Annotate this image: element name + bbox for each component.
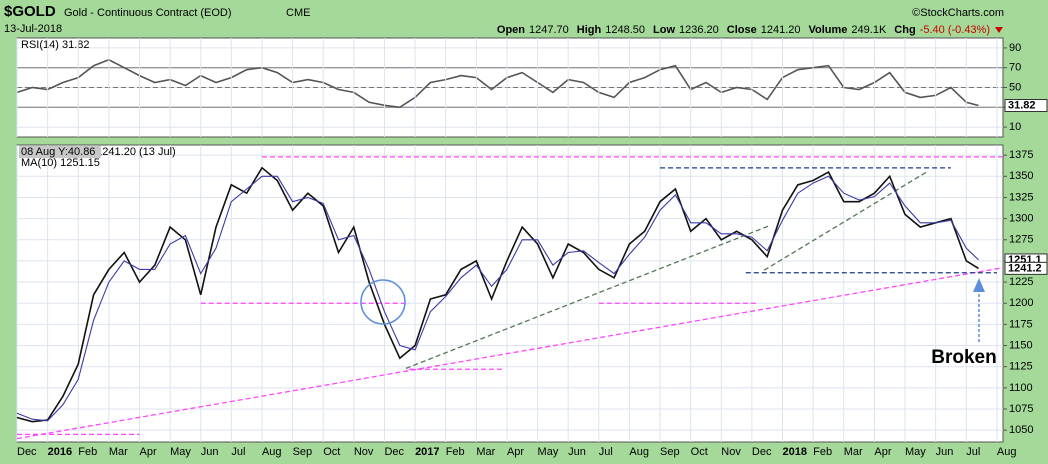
stat-value: 1248.50	[605, 24, 645, 36]
y-tick-label: 1050	[1009, 424, 1033, 436]
last-value-box	[1004, 261, 1048, 275]
x-tick-label: Oct	[691, 446, 708, 458]
x-tick-label: May	[905, 446, 926, 458]
x-tick-label: Dec	[752, 446, 772, 458]
x-tick-label: Dec	[384, 446, 404, 458]
symbol: $GOLD	[4, 3, 56, 20]
x-tick-label: Feb	[446, 446, 465, 458]
exchange: CME	[286, 7, 310, 19]
x-tick-label: Sep	[660, 446, 680, 458]
stat-value: 1247.70	[529, 24, 569, 36]
x-tick-label: Oct	[323, 446, 340, 458]
y-tick-label: 1275	[1009, 234, 1033, 246]
y-tick-label: 1150	[1009, 339, 1033, 351]
series-line	[16, 175, 979, 422]
x-tick-label: Jul	[599, 446, 613, 458]
stats: Open 1247.70 High 1248.50 Low 1236.20 Close 124…	[497, 24, 990, 36]
x-tick-label: May	[538, 446, 559, 458]
x-tick-label: Feb	[78, 446, 97, 458]
x-tick-label: Dec	[17, 446, 37, 458]
y-tick-label: 1300	[1009, 213, 1033, 225]
y-tick-label: 90	[1009, 42, 1021, 54]
x-tick-label: 2016	[48, 446, 72, 458]
x-tick-label: Aug	[262, 446, 282, 458]
y-tick-label: 50	[1009, 81, 1021, 93]
x-tick-label: Mar	[844, 446, 863, 458]
x-tick-label: Jul	[966, 446, 980, 458]
y-tick-label: 1175	[1009, 318, 1033, 330]
annotation-line	[16, 267, 1004, 440]
last-value-box	[1004, 98, 1048, 112]
tooltip-box	[19, 146, 101, 158]
last-value-label: 1241.2	[1008, 262, 1042, 274]
x-tick-label: Jun	[936, 446, 954, 458]
x-tick-label: 2017	[415, 446, 439, 458]
series-line	[16, 166, 979, 423]
stat-label: Open	[497, 24, 525, 36]
x-tick-label: 2018	[783, 446, 807, 458]
y-tick-label: 1200	[1009, 297, 1033, 309]
x-tick-label: Mar	[109, 446, 128, 458]
y-tick-label: 1325	[1009, 191, 1033, 203]
legend-entry: MA(10) 1251.15	[21, 157, 100, 169]
x-tick-label: Nov	[721, 446, 741, 458]
stat-value: 1236.20	[679, 24, 719, 36]
panel	[16, 144, 1004, 443]
x-tick-label: Apr	[507, 446, 524, 458]
x-tick-label: Jun	[201, 446, 219, 458]
stat-value: 249.1K	[851, 24, 887, 36]
x-tick-label: Mar	[476, 446, 495, 458]
x-tick-label: Apr	[139, 446, 156, 458]
x-tick-label: Feb	[813, 446, 832, 458]
stat-label: Close	[727, 24, 757, 36]
series-line	[16, 58, 979, 109]
stat-label: Low	[653, 24, 675, 36]
y-tick-label: 10	[1009, 121, 1021, 133]
x-tick-label: Aug	[997, 446, 1017, 458]
y-tick-label: 1350	[1009, 170, 1033, 182]
arrow-head	[973, 278, 985, 292]
stat-label: Chg	[894, 24, 915, 36]
highlight-circle	[360, 279, 406, 325]
x-tick-label: Jun	[568, 446, 586, 458]
stat-value: 1241.20	[761, 24, 801, 36]
tooltip: 08 Aug Y:40.86	[21, 146, 95, 158]
stat-label: High	[577, 24, 602, 36]
y-tick-label: 1225	[1009, 276, 1033, 288]
y-tick-label: 1100	[1009, 382, 1033, 394]
x-tick-label: Sep	[293, 446, 313, 458]
down-arrow	[995, 27, 1003, 33]
x-tick-label: May	[170, 446, 191, 458]
y-tick-label: 1125	[1009, 361, 1033, 373]
x-tick-label: Jul	[231, 446, 245, 458]
y-tick-label: 1375	[1009, 149, 1033, 161]
last-value-label: 31.82	[1008, 99, 1036, 111]
source: ©StockCharts.com	[912, 7, 1004, 19]
instrument-name: Gold - Continuous Contract (EOD)	[64, 7, 232, 19]
annotation-line	[405, 224, 771, 369]
annotation: Broken	[931, 347, 996, 368]
stat-label: Volume	[809, 24, 848, 36]
x-tick-label: Apr	[874, 446, 891, 458]
x-tick-label: Aug	[629, 446, 649, 458]
legend-entry: RSI(14) 31.82	[21, 39, 89, 51]
stat-value: -5.40 (-0.43%)	[920, 24, 990, 36]
date: 13-Jul-2018	[4, 23, 62, 35]
y-tick-label: 70	[1009, 62, 1021, 74]
y-tick-label: 1075	[1009, 403, 1033, 415]
x-tick-label: Nov	[354, 446, 374, 458]
